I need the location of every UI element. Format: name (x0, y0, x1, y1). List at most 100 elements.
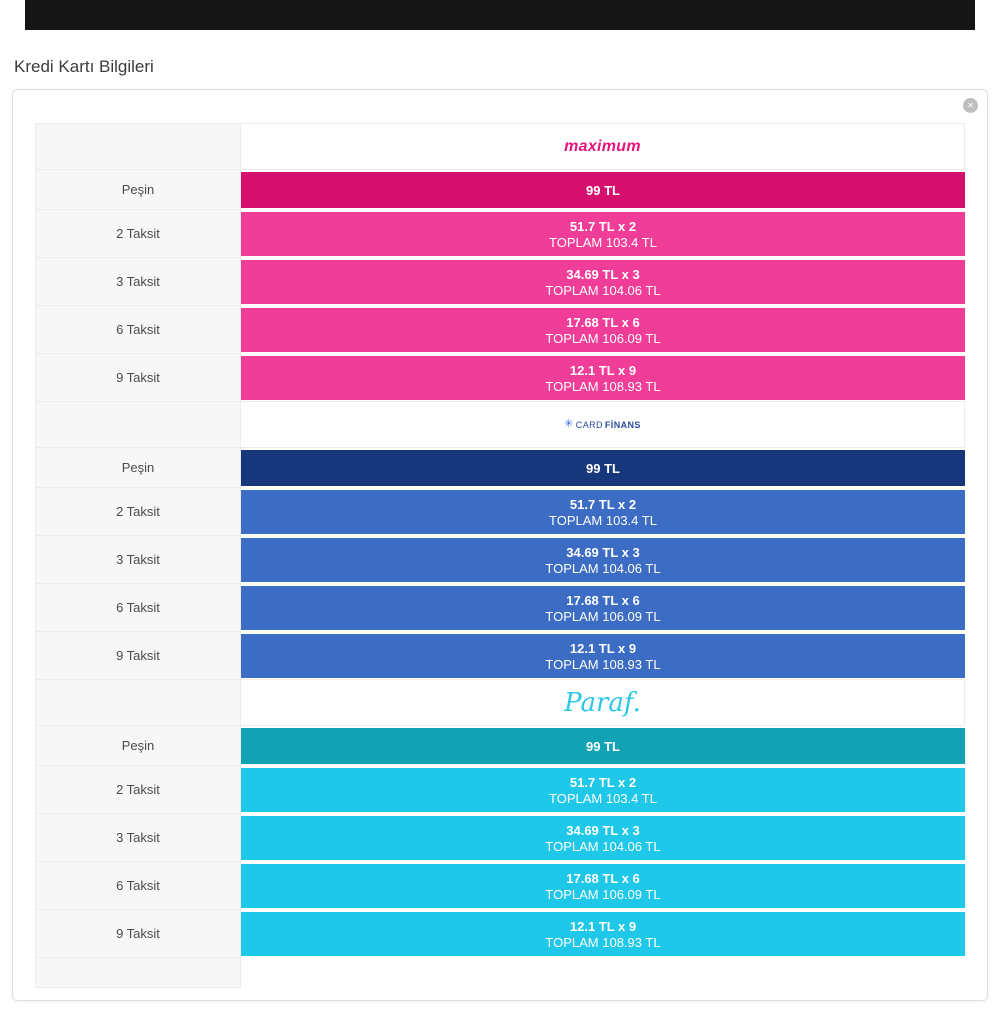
installment-amount: 51.7 TL x 2 (569, 774, 637, 790)
installment-option-band: 99 TL (241, 450, 965, 486)
installment-label: Peşin (121, 460, 155, 475)
cardfinans-logo: ✳ CARD FİNANS (564, 419, 641, 430)
installment-row: 6 Taksit 17.68 TL x 6 TOPLAM 106.09 TL (35, 305, 965, 354)
installment-label-cell: 6 Taksit (35, 305, 241, 354)
installment-amount: 17.68 TL x 6 (566, 592, 640, 608)
installment-label: Peşin (121, 738, 155, 753)
installment-option-band: 51.7 TL x 2 TOPLAM 103.4 TL (241, 490, 965, 534)
installment-option-band: 99 TL (241, 172, 965, 208)
installment-value-cell: 34.69 TL x 3 TOPLAM 104.06 TL (241, 258, 965, 306)
installment-value-cell: 12.1 TL x 9 TOPLAM 108.93 TL (241, 632, 965, 680)
installment-amount: 34.69 TL x 3 (566, 544, 640, 560)
installment-label: 9 Taksit (116, 648, 160, 663)
installment-label: 6 Taksit (116, 878, 160, 893)
installment-option-band: 99 TL (241, 728, 965, 764)
empty-label-cell (35, 957, 241, 988)
empty-label-cell (35, 401, 241, 448)
installment-label: 3 Taksit (116, 552, 160, 567)
empty-trailing-row (35, 957, 965, 988)
installment-total: TOPLAM 108.93 TL (545, 378, 661, 394)
installment-label: 6 Taksit (116, 600, 160, 615)
installment-total: TOPLAM 103.4 TL (549, 790, 657, 806)
installment-label-cell: 3 Taksit (35, 813, 241, 862)
installment-amount: 51.7 TL x 2 (569, 496, 637, 512)
installment-row: Peşin 99 TL (35, 169, 965, 210)
installment-option-band: 34.69 TL x 3 TOPLAM 104.06 TL (241, 260, 965, 304)
installment-label-cell: 6 Taksit (35, 861, 241, 910)
installment-label-cell: 2 Taksit (35, 487, 241, 536)
installment-value-cell: 12.1 TL x 9 TOPLAM 108.93 TL (241, 354, 965, 402)
installment-label-cell: Peşin (35, 725, 241, 766)
installment-row: 2 Taksit 51.7 TL x 2 TOPLAM 103.4 TL (35, 765, 965, 814)
installment-value-cell: 51.7 TL x 2 TOPLAM 103.4 TL (241, 210, 965, 258)
installment-total: TOPLAM 104.06 TL (545, 838, 661, 854)
installment-label: 3 Taksit (116, 830, 160, 845)
installment-row: 2 Taksit 51.7 TL x 2 TOPLAM 103.4 TL (35, 487, 965, 536)
installment-amount: 99 TL (586, 738, 620, 754)
installment-label-cell: 3 Taksit (35, 535, 241, 584)
installment-total: TOPLAM 104.06 TL (545, 282, 661, 298)
page-title: Kredi Kartı Bilgileri (14, 57, 154, 76)
installment-total: TOPLAM 108.93 TL (545, 656, 661, 672)
installment-row: 3 Taksit 34.69 TL x 3 TOPLAM 104.06 TL (35, 813, 965, 862)
installment-row: 9 Taksit 12.1 TL x 9 TOPLAM 108.93 TL (35, 909, 965, 958)
installment-label-cell: 6 Taksit (35, 583, 241, 632)
installment-label: 3 Taksit (116, 274, 160, 289)
installment-label: 9 Taksit (116, 370, 160, 385)
installment-label-cell: 3 Taksit (35, 257, 241, 306)
installment-option-band: 12.1 TL x 9 TOPLAM 108.93 TL (241, 912, 965, 956)
installment-total: TOPLAM 103.4 TL (549, 512, 657, 528)
maximum-logo: maximum (564, 137, 641, 155)
installment-label: 2 Taksit (116, 504, 160, 519)
top-bar (25, 0, 975, 30)
installment-label: Peşin (121, 182, 155, 197)
installments-table: maximum Peşin 99 TL 2 Taksit 51.7 TL x 2 TOPL… (35, 123, 965, 988)
installment-value-cell: 99 TL (241, 726, 965, 766)
installment-option-band: 12.1 TL x 9 TOPLAM 108.93 TL (241, 356, 965, 400)
empty-label-cell (35, 123, 241, 170)
installment-label-cell: 9 Taksit (35, 353, 241, 402)
installment-row: 2 Taksit 51.7 TL x 2 TOPLAM 103.4 TL (35, 209, 965, 258)
empty-value-cell (241, 958, 965, 988)
installment-option-band: 12.1 TL x 9 TOPLAM 108.93 TL (241, 634, 965, 678)
installment-value-cell: 34.69 TL x 3 TOPLAM 104.06 TL (241, 536, 965, 584)
installment-total: TOPLAM 108.93 TL (545, 934, 661, 950)
installment-option-band: 34.69 TL x 3 TOPLAM 104.06 TL (241, 538, 965, 582)
installment-value-cell: 12.1 TL x 9 TOPLAM 108.93 TL (241, 910, 965, 958)
close-icon: ✕ (967, 100, 974, 110)
installment-value-cell: 99 TL (241, 448, 965, 488)
installment-amount: 34.69 TL x 3 (566, 266, 640, 282)
installment-label: 2 Taksit (116, 782, 160, 797)
installment-amount: 17.68 TL x 6 (566, 314, 640, 330)
installment-amount: 34.69 TL x 3 (566, 822, 640, 838)
empty-label-cell (35, 679, 241, 726)
bank-logo-row: Paraf. (35, 679, 965, 726)
installment-value-cell: 17.68 TL x 6 TOPLAM 106.09 TL (241, 862, 965, 910)
bank-logo-cell: Paraf. (241, 679, 965, 726)
installment-label-cell: Peşin (35, 447, 241, 488)
installment-row: 9 Taksit 12.1 TL x 9 TOPLAM 108.93 TL (35, 631, 965, 680)
bank-logo-row: maximum (35, 123, 965, 170)
installment-amount: 51.7 TL x 2 (569, 218, 637, 234)
installment-label-cell: Peşin (35, 169, 241, 210)
installment-amount: 12.1 TL x 9 (569, 640, 637, 656)
installment-value-cell: 34.69 TL x 3 TOPLAM 104.06 TL (241, 814, 965, 862)
installment-value-cell: 51.7 TL x 2 TOPLAM 103.4 TL (241, 766, 965, 814)
credit-card-info-panel: ✕ maximum Peşin 99 TL 2 Taksit 51.7 TL x 2 TO… (12, 89, 988, 1001)
cardfinans-logo-text: CARD (575, 419, 603, 430)
installment-label-cell: 2 Taksit (35, 765, 241, 814)
installment-row: 3 Taksit 34.69 TL x 3 TOPLAM 104.06 TL (35, 257, 965, 306)
bank-logo-row: ✳ CARD FİNANS (35, 401, 965, 448)
installment-option-band: 17.68 TL x 6 TOPLAM 106.09 TL (241, 586, 965, 630)
installment-label-cell: 9 Taksit (35, 631, 241, 680)
installment-value-cell: 99 TL (241, 170, 965, 210)
cardfinans-star-icon: ✳ (564, 418, 574, 430)
bank-logo-cell: ✳ CARD FİNANS (241, 401, 965, 448)
close-button[interactable]: ✕ (963, 98, 978, 113)
installment-label: 2 Taksit (116, 226, 160, 241)
installment-value-cell: 17.68 TL x 6 TOPLAM 106.09 TL (241, 584, 965, 632)
installment-total: TOPLAM 106.09 TL (545, 886, 661, 902)
installment-value-cell: 17.68 TL x 6 TOPLAM 106.09 TL (241, 306, 965, 354)
installment-total: TOPLAM 104.06 TL (545, 560, 661, 576)
installment-option-band: 51.7 TL x 2 TOPLAM 103.4 TL (241, 212, 965, 256)
